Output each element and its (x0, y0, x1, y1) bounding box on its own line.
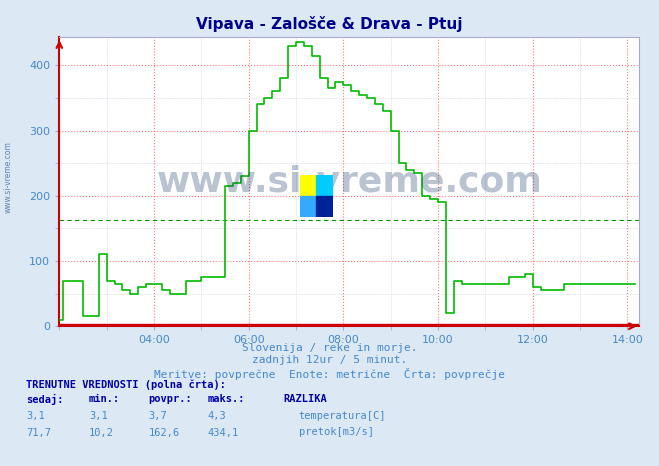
Text: zadnjih 12ur / 5 minut.: zadnjih 12ur / 5 minut. (252, 355, 407, 365)
Text: Vipava - Zalošče & Drava - Ptuj: Vipava - Zalošče & Drava - Ptuj (196, 16, 463, 32)
Bar (316, 196, 333, 217)
Text: 4,3: 4,3 (208, 411, 226, 421)
Text: www.si-vreme.com: www.si-vreme.com (156, 165, 542, 199)
Text: RAZLIKA: RAZLIKA (283, 394, 327, 404)
Text: Meritve: povprečne  Enote: metrične  Črta: povprečje: Meritve: povprečne Enote: metrične Črta:… (154, 368, 505, 380)
Text: min.:: min.: (89, 394, 120, 404)
Bar (316, 175, 333, 196)
Text: 10,2: 10,2 (89, 428, 114, 438)
Text: povpr.:: povpr.: (148, 394, 192, 404)
Bar (300, 196, 316, 217)
Text: 434,1: 434,1 (208, 428, 239, 438)
Text: Slovenija / reke in morje.: Slovenija / reke in morje. (242, 343, 417, 352)
Text: 71,7: 71,7 (26, 428, 51, 438)
Text: 3,1: 3,1 (89, 411, 107, 421)
Text: pretok[m3/s]: pretok[m3/s] (299, 427, 374, 437)
Text: 3,7: 3,7 (148, 411, 167, 421)
Text: www.si-vreme.com: www.si-vreme.com (4, 141, 13, 213)
Text: sedaj:: sedaj: (26, 394, 64, 405)
Text: TRENUTNE VREDNOSTI (polna črta):: TRENUTNE VREDNOSTI (polna črta): (26, 380, 226, 391)
Text: 3,1: 3,1 (26, 411, 45, 421)
Text: temperatura[C]: temperatura[C] (299, 411, 386, 421)
Bar (300, 175, 316, 196)
Text: 162,6: 162,6 (148, 428, 179, 438)
Text: maks.:: maks.: (208, 394, 245, 404)
